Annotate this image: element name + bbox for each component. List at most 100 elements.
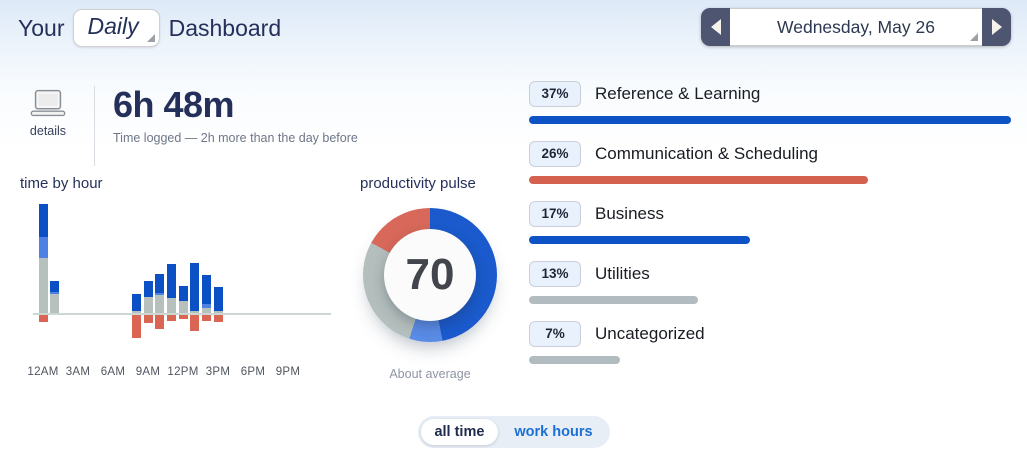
hour-bar-3PM[interactable] [213, 287, 223, 313]
current-date-label: Wednesday, May 26 [777, 16, 935, 37]
hour-bar-11AM[interactable] [166, 264, 176, 313]
category-header: 7% Uncategorized [529, 321, 1011, 347]
pulse-title: productivity pulse [360, 175, 476, 192]
category-label: Communication & Scheduling [595, 144, 819, 163]
category-row[interactable]: 17% Business [529, 201, 1011, 244]
category-breakdown-list: 37% Reference & Learning 26% Communication … [529, 81, 1011, 381]
title-prefix: Your [18, 14, 65, 41]
toggle-work-hours[interactable]: work hours [514, 424, 593, 440]
category-percent-badge: 13% [529, 261, 581, 287]
category-label: Business [595, 204, 664, 223]
hour-bar-segment-gray [131, 311, 141, 313]
category-row[interactable]: 26% Communication & Scheduling [529, 141, 1011, 184]
hour-bar-segment-light_blue [155, 293, 165, 295]
prev-day-button[interactable] [701, 8, 730, 46]
prev-day-icon [710, 19, 721, 35]
productivity-pulse-donut[interactable]: 70 [363, 208, 497, 342]
laptop-icon [30, 89, 66, 117]
hour-bar-segment-light_blue [50, 292, 60, 294]
category-label: Uncategorized [595, 324, 705, 343]
details-link[interactable]: details [24, 86, 72, 166]
hour-bar-segment-dark_blue [190, 263, 200, 311]
hour-bar-9AM[interactable] [143, 281, 153, 313]
pulse-score: 70 [384, 229, 476, 321]
hour-bar-2PM[interactable] [201, 275, 211, 313]
next-day-button[interactable] [982, 8, 1011, 46]
hour-bar-1AM[interactable] [50, 281, 60, 313]
page-title: Your Daily Dashboard [18, 9, 281, 47]
hour-bar-10AM[interactable] [155, 274, 165, 313]
hour-bar-12AM[interactable] [38, 204, 48, 313]
period-selector-value: Daily [87, 13, 139, 39]
hour-bar-segment-gray [38, 258, 48, 313]
hour-axis-label: 3PM [205, 366, 231, 378]
hour-bar-distracting-1PM[interactable] [190, 315, 200, 331]
hour-bar-8AM[interactable] [131, 294, 141, 313]
hour-bar-distracting-10AM[interactable] [155, 315, 165, 329]
time-scope-toggle: all time work hours [417, 416, 610, 448]
hour-bar-12PM[interactable] [178, 286, 188, 313]
date-display-dropdown[interactable]: Wednesday, May 26 [730, 8, 982, 46]
hour-bar-segment-gray [155, 295, 165, 313]
details-label: details [29, 124, 67, 138]
hour-axis-label: 12AM [27, 366, 59, 378]
hour-bar-segment-dark_blue [131, 294, 141, 311]
hour-bar-segment-dark_blue [50, 281, 60, 292]
hour-axis-label: 9AM [135, 366, 161, 378]
hour-bar-segment-gray [201, 308, 211, 313]
title-suffix: Dashboard [168, 14, 282, 41]
time-logged-block: 6h 48m Time logged — 2h more than the da… [113, 86, 358, 166]
summary-divider [94, 86, 95, 166]
hour-bar-segment-gray [178, 301, 188, 313]
hour-bar-segment-dark_blue [143, 281, 153, 297]
hour-axis-label: 6AM [100, 366, 126, 378]
hour-bar-segment-dark_blue [38, 204, 48, 237]
category-percent-badge: 7% [529, 321, 581, 347]
hour-bar-distracting-12PM[interactable] [178, 315, 188, 319]
category-row[interactable]: 7% Uncategorized [529, 321, 1011, 364]
time-logged-value: 6h 48m [113, 84, 235, 125]
time-logged-summary: details 6h 48m Time logged — 2h more tha… [24, 86, 358, 166]
hour-bar-segment-dark_blue [201, 275, 211, 304]
hour-bar-distracting-2PM[interactable] [201, 315, 211, 321]
hour-bar-segment-dark_blue [166, 264, 176, 298]
category-bar [529, 356, 621, 364]
hour-bar-distracting-11AM[interactable] [166, 315, 176, 321]
category-header: 37% Reference & Learning [529, 81, 1011, 107]
hour-bar-distracting-8AM[interactable] [131, 315, 141, 338]
hour-axis-label: 9PM [275, 366, 301, 378]
period-selector-dropdown[interactable]: Daily [73, 9, 160, 47]
hour-bar-distracting-12AM[interactable] [38, 315, 48, 322]
time-by-hour-chart [33, 198, 331, 343]
category-header: 26% Communication & Scheduling [529, 141, 1011, 167]
category-header: 13% Utilities [529, 261, 1011, 287]
hour-chart-title: time by hour [20, 175, 103, 192]
category-percent-badge: 17% [529, 201, 581, 227]
category-header: 17% Business [529, 201, 1011, 227]
category-bar [529, 176, 868, 184]
hour-bar-segment-gray [143, 297, 153, 313]
category-percent-badge: 26% [529, 141, 581, 167]
hour-bar-segment-light_blue [38, 237, 48, 258]
hour-bar-distracting-3PM[interactable] [213, 315, 223, 322]
hour-bar-distracting-9AM[interactable] [143, 315, 153, 323]
category-row[interactable]: 37% Reference & Learning [529, 81, 1011, 124]
category-percent-badge: 37% [529, 81, 581, 107]
hour-axis-labels: 12AM 3AM 6AM 9AM 12PM 3PM 6PM 9PM [27, 366, 331, 381]
hour-bar-1PM[interactable] [190, 263, 200, 313]
dropdown-corner-icon [970, 33, 978, 41]
dropdown-corner-icon [146, 34, 155, 42]
time-logged-subtitle: Time logged — 2h more than the day befor… [113, 130, 358, 145]
next-day-icon [991, 19, 1002, 35]
hour-bar-segment-gray [190, 311, 200, 313]
category-bar [529, 236, 751, 244]
category-row[interactable]: 13% Utilities [529, 261, 1011, 304]
category-label: Utilities [595, 264, 650, 283]
hour-bar-segment-light_blue [201, 304, 211, 308]
hour-bar-segment-gray [50, 294, 60, 313]
toggle-all-time[interactable]: all time [420, 419, 499, 445]
category-bar [529, 296, 699, 304]
hour-bar-segment-gray [166, 298, 176, 313]
hour-bar-segment-gray [213, 311, 223, 313]
hour-axis-label: 6PM [240, 366, 266, 378]
